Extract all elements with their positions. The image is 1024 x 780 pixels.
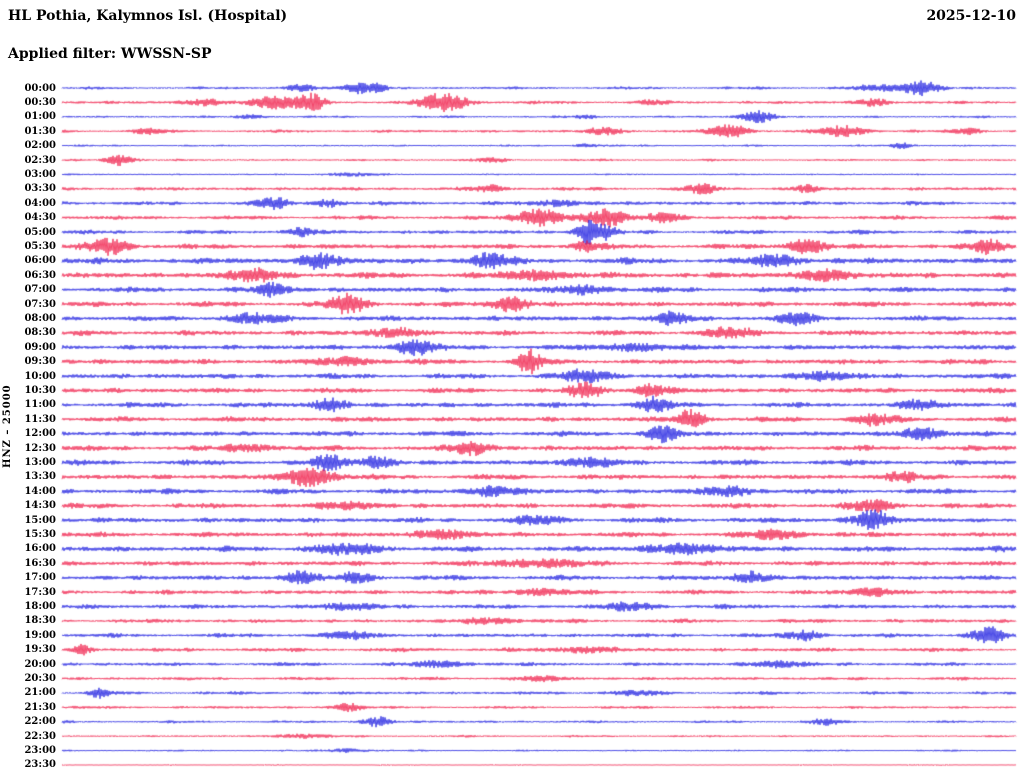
time-label: 12:30 [24,442,56,454]
time-label: 14:00 [24,485,56,497]
time-label: 13:30 [24,471,56,483]
time-label: 07:00 [24,284,56,296]
time-label: 16:00 [24,543,56,555]
time-label: 00:00 [24,82,56,94]
time-label: 09:30 [24,356,56,368]
time-label: 01:30 [24,125,56,137]
time-label: 04:30 [24,212,56,224]
time-label: 23:30 [24,759,56,771]
time-label: 23:00 [24,745,56,757]
time-label: 07:30 [24,298,56,310]
time-label: 01:00 [24,111,56,123]
time-label: 21:30 [24,701,56,713]
time-label: 11:30 [24,413,56,425]
time-label: 19:00 [24,629,56,641]
time-label: 03:00 [24,168,56,180]
time-label: 05:30 [24,240,56,252]
time-label: 06:30 [24,269,56,281]
time-label: 13:00 [24,457,56,468]
time-label: 08:00 [24,312,56,324]
time-label: 10:30 [24,384,56,396]
time-label: 00:30 [24,96,56,108]
time-label: 08:30 [24,327,56,339]
time-label: 22:00 [24,716,56,728]
time-label: 06:00 [24,255,56,267]
time-label: 16:30 [24,557,56,569]
time-label: 19:30 [24,644,56,656]
time-label: 17:00 [24,572,56,584]
time-label: 17:30 [24,586,56,598]
time-label: 18:30 [24,615,56,627]
time-label: 14:30 [24,500,56,512]
time-label: 21:00 [24,687,56,699]
time-label: 03:30 [24,183,56,195]
time-label: 02:00 [24,140,56,152]
time-label: 12:00 [24,428,56,440]
time-label: 05:00 [24,226,56,238]
time-label: 20:00 [24,658,56,670]
time-label: 22:30 [24,730,56,742]
time-label: 18:00 [24,601,56,613]
time-label: 10:00 [24,370,56,382]
time-label: 15:30 [24,529,56,541]
time-label: 11:00 [24,399,56,411]
time-label: 20:30 [24,673,56,685]
time-label: 09:00 [24,341,56,353]
time-label: 15:00 [24,514,56,526]
time-label: 02:30 [24,154,56,166]
time-label: 04:00 [24,197,56,209]
